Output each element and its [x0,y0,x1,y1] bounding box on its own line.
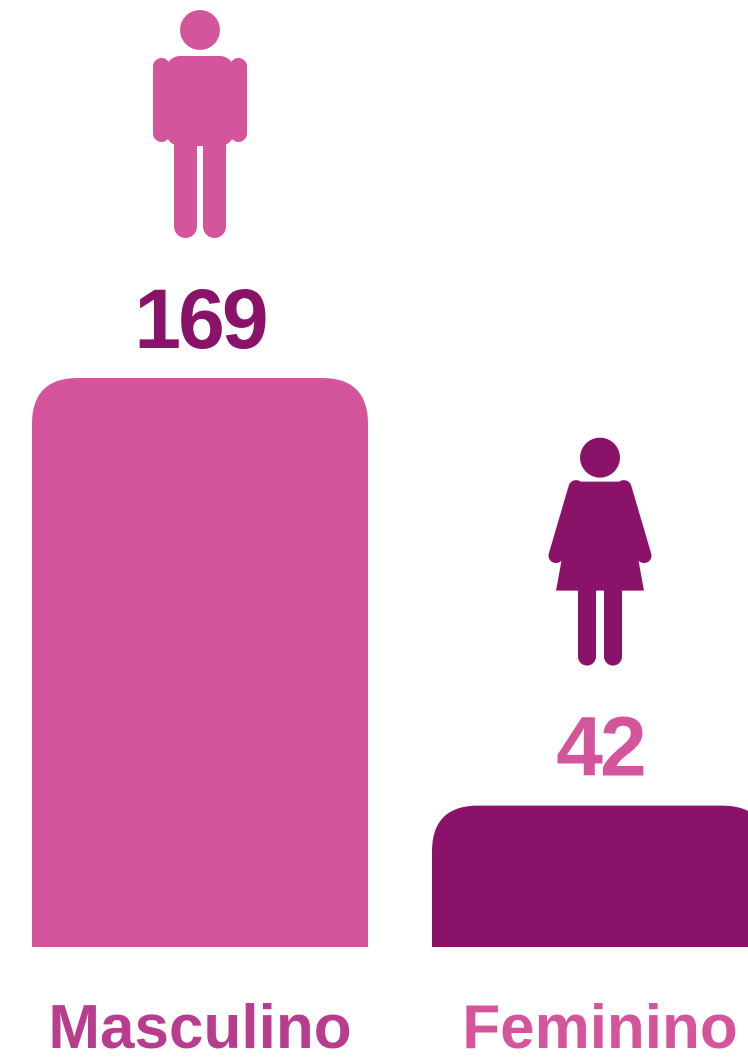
value-label: 42 [556,700,644,794]
category-label: Feminino [462,993,738,1059]
arm [230,58,247,142]
head [580,437,620,478]
leg [604,577,622,666]
value-label: 169 [134,272,265,366]
bar [32,378,368,947]
leg [203,120,226,238]
leg [578,577,596,666]
category-label: Masculino [48,993,351,1059]
arm [616,480,652,564]
bar [432,805,748,947]
leg [174,120,197,238]
person-icon [153,10,247,238]
arm [548,480,584,564]
head [180,10,220,50]
person-icon [548,437,652,666]
dress [556,481,644,591]
arm [153,58,170,142]
